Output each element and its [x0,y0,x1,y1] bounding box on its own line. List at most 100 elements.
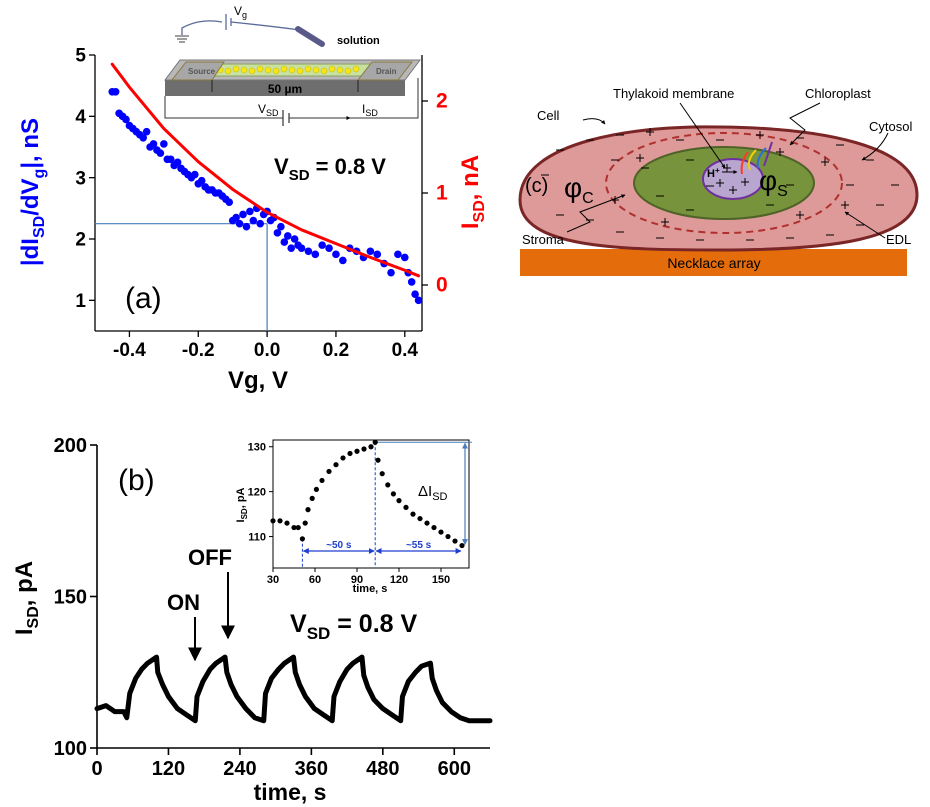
y-label-part: , pA [11,561,38,606]
data-point [225,198,233,206]
y2-tick-label: 0 [436,274,448,297]
y-tick-label: 110 [248,531,266,543]
data-point [361,446,366,451]
vsd-label-part: V [258,102,266,116]
data-point [296,525,301,530]
proton-label-part: H [707,168,715,180]
delta-label: ΔISD [418,483,448,503]
data-point [270,518,275,523]
data-point [396,498,401,503]
data-point [424,520,429,525]
data-point [157,149,165,157]
x-tick-label: 60 [309,574,321,586]
x-tick-label: 150 [432,574,450,586]
data-point [326,469,331,474]
data-point [403,505,408,510]
data-point [314,487,319,492]
data-point [300,536,305,541]
data-point [347,451,352,456]
data-point [160,140,168,148]
y-tick-label: 100 [54,738,87,760]
array-label: Necklace array [667,255,760,271]
data-point [373,440,378,445]
page: {"chart_data": [ {"type": "scatter", "pa… [0,0,930,807]
data-point [431,525,436,530]
on-label: ON [167,590,200,615]
annotation-part: = 0.8 V [310,154,387,179]
x-axis-label: time, s [254,779,327,805]
stroma-label: Stroma [522,232,565,247]
y-tick-label: 120 [248,486,266,498]
phi-s-part: S [777,183,788,200]
cytosol-label: Cytosol [869,119,912,134]
data-point [284,520,289,525]
data-point [287,244,295,252]
data-point [143,128,151,136]
figure: (a) VSD = 0.8 V Vg, V |dISD/dVg|, nS ISD… [0,0,930,807]
data-point [303,520,308,525]
data-point [236,220,244,228]
data-point [284,232,292,240]
data-point [305,507,310,512]
y-label-part: SD [25,606,42,628]
delta-label-part: ΔI [418,483,432,500]
x-tick-label: 480 [366,758,399,780]
x-tick-label: 120 [152,758,185,780]
data-point [332,251,340,259]
y-label-part: g [31,169,48,179]
data-point [239,211,247,219]
drain-label: Drain [376,67,397,76]
panel-label: (a) [125,282,162,315]
data-point [368,444,373,449]
phi-c-part: C [582,190,594,207]
y-tick-label: 2 [75,230,86,251]
data-point [410,512,415,517]
data-point [277,223,285,231]
y-tick-label: 1 [75,291,86,312]
y-tick-label: 3 [75,168,86,189]
length-label: 50 µm [268,82,302,96]
y-tick-label: 130 [248,442,266,454]
data-point [333,462,338,467]
annotation-part: SD [307,624,331,643]
delta-label-part: SD [432,491,447,503]
data-point [373,251,381,259]
y-tick-label: 200 [54,435,87,457]
solution-label: solution [337,35,380,47]
vsd-label-part: SD [266,108,279,118]
phi-s-part: φ [759,165,777,196]
thylakoid-label: Thylakoid membrane [613,86,734,101]
y2-tick-label: 2 [436,90,448,113]
proton-label-part: + [715,166,720,175]
x-tick-label: 600 [438,758,471,780]
data-point [250,217,258,225]
annotation-part: SD [289,167,310,184]
gate-label-part: V [234,4,242,18]
annotation-part: = 0.8 V [330,610,417,638]
x-tick-label: 0 [91,758,102,780]
data-point [459,543,464,548]
phi-c-part: φ [564,172,582,203]
data-point [375,458,380,463]
x-tick-label: 0.0 [254,340,280,361]
data-point [387,269,395,277]
y2-axis-label: ISD, nA [457,155,488,229]
plot-frame [273,440,469,568]
data-point [191,171,199,179]
annotation-part: V [290,610,307,638]
y-label-part: |dI [17,238,44,266]
y-label-part: /dV [17,178,44,215]
data-point [438,529,443,534]
data-point [112,88,120,96]
device-schematic: Vg solution Source Drain 50 µm VSD ISD [158,0,420,126]
inset-y-label-part: SD [240,508,249,519]
data-point [340,455,345,460]
data-point [380,471,385,476]
data-point [445,534,450,539]
data-point [246,208,254,216]
x-tick-label: 30 [267,574,279,586]
data-point [339,257,347,265]
annotation: VSD = 0.8 V [290,610,418,643]
source-label: Source [188,67,216,76]
cell-label: Cell [537,108,560,123]
